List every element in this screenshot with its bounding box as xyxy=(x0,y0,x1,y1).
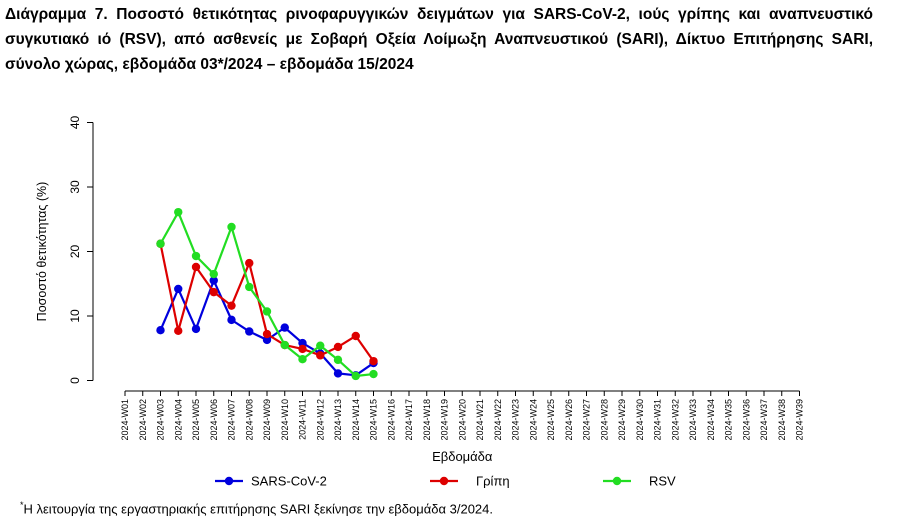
x-tick-label: 2024-W27 xyxy=(582,399,592,441)
data-point xyxy=(245,258,254,268)
data-point xyxy=(262,307,272,316)
x-tick-label: 2024-W19 xyxy=(440,399,450,441)
x-tick-label: 2024-W24 xyxy=(528,399,538,441)
x-tick-label: 2024-W05 xyxy=(191,399,201,441)
x-tick-label: 2024-W34 xyxy=(706,399,716,441)
data-point xyxy=(209,276,218,285)
x-tick-label: 2024-W38 xyxy=(777,399,787,441)
data-point xyxy=(280,340,289,350)
data-point xyxy=(245,282,254,292)
x-tick-label: 2024-W11 xyxy=(298,399,308,440)
x-tick-label: 2024-W17 xyxy=(404,399,414,441)
data-point xyxy=(333,369,343,378)
legend-swatch-marker xyxy=(612,476,622,486)
data-point xyxy=(227,315,236,325)
footnote-marker: * xyxy=(20,500,24,510)
series-line xyxy=(159,211,374,378)
y-tick-label: 0 xyxy=(68,377,82,384)
x-tick-label: 2024-W37 xyxy=(759,399,769,441)
x-tick-label: 2024-W29 xyxy=(617,399,627,441)
data-point xyxy=(298,338,307,348)
x-tick-label: 2024-W04 xyxy=(173,399,183,441)
x-tick-label: 2024-W18 xyxy=(422,399,432,441)
x-tick-label: 2024-W16 xyxy=(386,399,396,441)
x-tick-label: 2024-W10 xyxy=(280,399,290,441)
x-tick-label: 2024-W33 xyxy=(688,399,698,441)
x-tick-label: 2024-W07 xyxy=(227,399,237,441)
data-point xyxy=(369,356,378,366)
data-point xyxy=(245,327,254,336)
x-tick-label: 2024-W12 xyxy=(315,399,325,441)
axes: 0 10 20 30 40 Ποσοστό θετικότητας (%) 2024-W01… xyxy=(35,116,805,464)
x-tick-label: 2024-W35 xyxy=(724,399,734,441)
x-tick-label: 2024-W26 xyxy=(564,399,574,441)
x-tick-label: 2024-W14 xyxy=(351,399,361,441)
data-point xyxy=(351,331,360,341)
x-tick-label: 2024-W22 xyxy=(493,399,503,441)
series-group xyxy=(156,207,378,381)
data-point xyxy=(333,342,343,352)
x-tick-label: 2024-W23 xyxy=(511,399,521,441)
x-tick-label: 2024-W32 xyxy=(670,399,680,441)
x-tick-label: 2024-W30 xyxy=(635,399,645,441)
footnote-text: Η λειτουργία της εργαστηριακής επιτήρηση… xyxy=(23,501,493,517)
x-tick-label: 2024-W01 xyxy=(120,399,130,441)
x-tick-label: 2024-W03 xyxy=(156,399,166,441)
legend-swatch-marker xyxy=(224,476,234,486)
series-- xyxy=(156,239,378,366)
data-point xyxy=(316,341,325,350)
data-point xyxy=(262,335,272,345)
data-point xyxy=(369,369,378,379)
x-tick-label: 2024-W08 xyxy=(244,399,254,441)
data-point xyxy=(156,325,165,335)
legend-label: Γρίπη xyxy=(476,474,510,489)
x-tick-label: 2024-W02 xyxy=(138,399,148,441)
legend-swatch-marker xyxy=(439,476,449,486)
data-point xyxy=(227,222,236,232)
x-tick-label: 2024-W28 xyxy=(599,399,609,441)
y-tick-label: 20 xyxy=(68,245,82,259)
x-tick-label: 2024-W20 xyxy=(457,399,467,441)
y-tick-label: 30 xyxy=(68,180,82,194)
y-tick-label: 10 xyxy=(68,309,82,323)
legend-label: RSV xyxy=(649,474,676,489)
data-point xyxy=(209,269,218,279)
data-point xyxy=(351,371,360,381)
data-point xyxy=(191,262,201,272)
x-tick-label: 2024-W25 xyxy=(546,399,556,441)
data-point xyxy=(333,355,343,365)
data-point xyxy=(191,324,201,334)
data-point xyxy=(262,329,272,339)
data-point xyxy=(298,344,307,354)
x-tick-label: 2024-W21 xyxy=(475,399,485,441)
x-tick-label: 2024-W39 xyxy=(795,399,805,441)
data-point xyxy=(191,251,201,261)
x-tick-label: 2024-W36 xyxy=(741,399,751,441)
x-tick-label: 2024-W15 xyxy=(369,399,379,441)
data-point xyxy=(174,207,183,217)
data-point xyxy=(280,323,289,332)
x-tick-label: 2024-W09 xyxy=(262,399,272,441)
y-tick-label: 40 xyxy=(68,116,82,130)
legend-label: SARS-CoV-2 xyxy=(251,474,327,489)
x-tick-label: 2024-W06 xyxy=(209,399,219,441)
y-axis-label: Ποσοστό θετικότητας (%) xyxy=(35,182,49,322)
series-rsv xyxy=(156,207,378,381)
data-point xyxy=(174,326,183,336)
data-point xyxy=(298,355,307,364)
data-point xyxy=(156,239,165,248)
chart-title: Διάγραμμα 7. Ποσοστό θετικότητας ρινοφαρ… xyxy=(5,6,873,73)
x-tick-label: 2024-W13 xyxy=(333,399,343,441)
data-point xyxy=(227,301,236,310)
data-point xyxy=(316,351,325,360)
x-axis-label: Εβδομάδα xyxy=(432,449,493,464)
footnote: *Η λειτουργία της εργαστηριακής επιτήρησ… xyxy=(20,500,493,516)
legend: SARS-CoV-2 Γρίπη RSV xyxy=(215,474,676,489)
x-tick-label: 2024-W31 xyxy=(653,399,663,441)
data-point xyxy=(174,284,183,294)
data-point xyxy=(209,287,218,297)
